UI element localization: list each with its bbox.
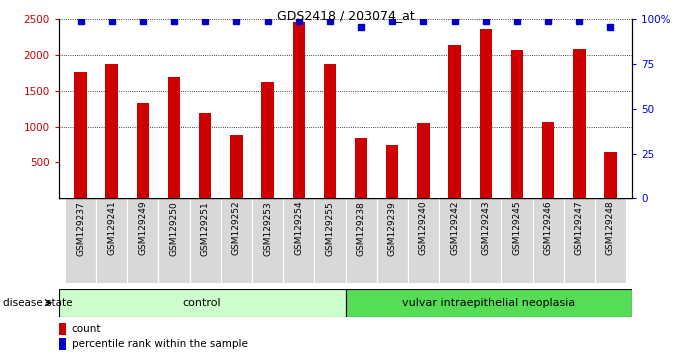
- Bar: [564, 198, 595, 283]
- Bar: [221, 198, 252, 283]
- Bar: [470, 198, 502, 283]
- Bar: [75, 72, 87, 198]
- Bar: [127, 198, 158, 283]
- Text: GSM129255: GSM129255: [325, 201, 334, 256]
- Bar: [314, 198, 346, 283]
- Bar: [417, 123, 430, 198]
- Text: GSM129241: GSM129241: [107, 201, 116, 256]
- Bar: [168, 78, 180, 198]
- Bar: [199, 113, 211, 198]
- Text: GSM129248: GSM129248: [606, 201, 615, 256]
- Bar: [59, 322, 66, 335]
- Text: count: count: [72, 324, 101, 334]
- Bar: [448, 45, 461, 198]
- Text: GSM129245: GSM129245: [513, 201, 522, 256]
- Bar: [346, 289, 632, 317]
- Text: GSM129243: GSM129243: [481, 201, 491, 256]
- Bar: [230, 135, 243, 198]
- Text: percentile rank within the sample: percentile rank within the sample: [72, 339, 247, 349]
- Bar: [292, 22, 305, 198]
- Bar: [96, 198, 127, 283]
- Text: GSM129242: GSM129242: [450, 201, 459, 255]
- Bar: [377, 198, 408, 283]
- Text: vulvar intraepithelial neoplasia: vulvar intraepithelial neoplasia: [402, 298, 576, 308]
- Bar: [158, 198, 189, 283]
- Bar: [283, 198, 314, 283]
- Bar: [542, 122, 554, 198]
- Bar: [59, 338, 66, 350]
- Bar: [261, 82, 274, 198]
- Bar: [323, 64, 336, 198]
- Text: GDS2418 / 203074_at: GDS2418 / 203074_at: [276, 9, 415, 22]
- Bar: [346, 198, 377, 283]
- Text: GSM129240: GSM129240: [419, 201, 428, 256]
- Text: GSM129247: GSM129247: [575, 201, 584, 256]
- Bar: [355, 138, 368, 198]
- Text: GSM129237: GSM129237: [76, 201, 85, 256]
- Text: GSM129254: GSM129254: [294, 201, 303, 256]
- Bar: [604, 152, 616, 198]
- Bar: [386, 145, 399, 198]
- Bar: [533, 198, 564, 283]
- Text: GSM129239: GSM129239: [388, 201, 397, 256]
- Bar: [502, 198, 533, 283]
- Text: GSM129252: GSM129252: [232, 201, 241, 256]
- Text: disease state: disease state: [3, 298, 73, 308]
- Bar: [439, 198, 470, 283]
- Bar: [189, 198, 221, 283]
- Text: control: control: [183, 298, 221, 308]
- Bar: [511, 50, 523, 198]
- Bar: [595, 198, 626, 283]
- Bar: [480, 29, 492, 198]
- Bar: [65, 198, 96, 283]
- Bar: [106, 64, 118, 198]
- Bar: [59, 289, 346, 317]
- Bar: [137, 103, 149, 198]
- Bar: [573, 49, 585, 198]
- Text: GSM129246: GSM129246: [544, 201, 553, 256]
- Bar: [408, 198, 439, 283]
- Text: GSM129251: GSM129251: [200, 201, 210, 256]
- Text: GSM129238: GSM129238: [357, 201, 366, 256]
- Text: GSM129250: GSM129250: [169, 201, 178, 256]
- Text: GSM129253: GSM129253: [263, 201, 272, 256]
- Bar: [252, 198, 283, 283]
- Text: GSM129249: GSM129249: [138, 201, 147, 256]
